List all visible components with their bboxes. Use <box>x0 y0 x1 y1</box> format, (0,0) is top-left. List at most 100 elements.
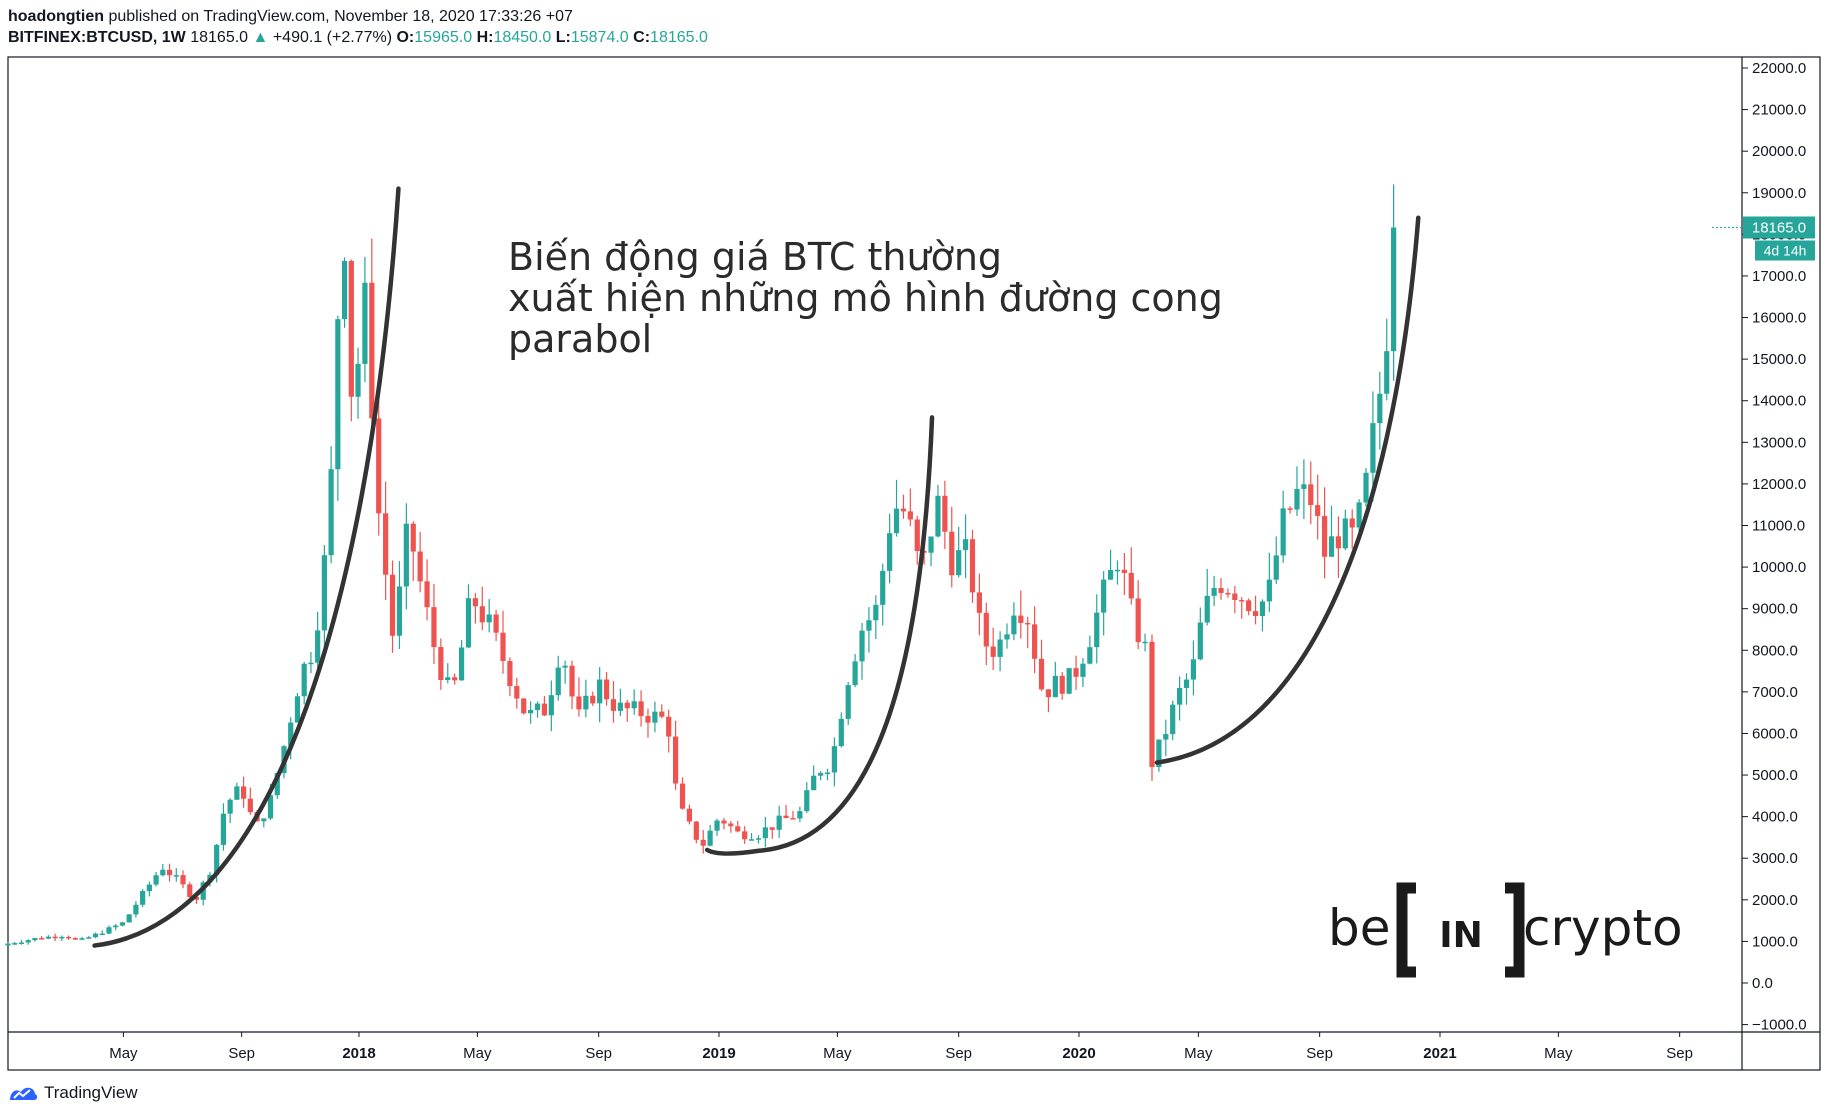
candle-body <box>465 598 472 648</box>
candle-body <box>126 914 132 923</box>
candle-body <box>376 418 382 514</box>
candle-body <box>1218 588 1224 593</box>
candle-body <box>1294 488 1300 510</box>
price-tag-box <box>1743 216 1815 239</box>
candle-body <box>1377 393 1383 424</box>
candle-body <box>479 606 485 623</box>
candle-body <box>983 612 989 647</box>
candle-body <box>1232 593 1238 601</box>
candle-body <box>227 799 233 814</box>
candle-body <box>666 716 672 737</box>
candle-body <box>1315 505 1321 516</box>
candle-body <box>1177 687 1183 705</box>
candle-body <box>1204 595 1210 623</box>
candle-body <box>976 592 982 613</box>
candle-body <box>133 904 139 915</box>
candle-body <box>383 513 389 575</box>
candle-body <box>804 790 810 812</box>
candle-body <box>452 677 458 681</box>
countdown-box <box>1755 240 1815 261</box>
chart-frame <box>7 56 1821 1071</box>
candle-body <box>288 722 294 747</box>
candle-body <box>956 550 962 576</box>
candle-body <box>247 798 253 813</box>
high-label: H: <box>476 29 494 46</box>
candle-body <box>969 539 976 593</box>
candle-body <box>762 827 768 839</box>
candle-body <box>590 695 596 704</box>
publisher-name[interactable]: hoadongtien <box>8 8 104 25</box>
watermark-brackets <box>1396 882 1525 978</box>
candle-body <box>873 604 879 621</box>
x-tick-label: Sep <box>945 1045 972 1062</box>
y-tick-label: 14000.0 <box>1752 393 1806 410</box>
parabola-curve-1 <box>92 186 401 948</box>
chart-header: hoadongtien published on TradingView.com… <box>8 6 1808 48</box>
watermark-text-mid: IN <box>1439 915 1483 956</box>
candle-body <box>1045 689 1052 698</box>
symbol-label[interactable]: BITFINEX:BTCUSD, 1W <box>8 29 186 46</box>
candle-body <box>1121 569 1127 573</box>
candle-body <box>928 536 934 553</box>
y-tick-label: 21000.0 <box>1752 102 1806 119</box>
candle-body <box>1004 634 1010 640</box>
candle-body <box>187 884 193 897</box>
x-tick-label: May <box>823 1045 852 1062</box>
candle-body <box>790 818 796 820</box>
candle-body <box>603 679 610 700</box>
candle-body <box>166 869 173 876</box>
candle-body <box>348 260 354 397</box>
candle-body <box>1349 518 1355 528</box>
y-tick-label: 7000.0 <box>1752 684 1798 701</box>
candle-body <box>555 667 561 696</box>
last-price-tag[interactable]: 18165.0 4d 14h <box>1712 216 1815 261</box>
candle-body <box>673 736 679 784</box>
parabola-curve-2 <box>704 415 935 856</box>
candle-body <box>1135 598 1141 643</box>
y-tick-label: 6000.0 <box>1752 725 1798 742</box>
price-axis[interactable]: −1000.0 0.0 1000.0 2000.0 3000.0 4000.0 5000.0… <box>1742 60 1807 1034</box>
change-up-icon: ▲ <box>252 29 269 46</box>
y-tick-label: 1000.0 <box>1752 933 1798 950</box>
candle-body <box>583 695 589 710</box>
candle-body <box>234 786 240 800</box>
candle-body <box>900 508 907 512</box>
candle-body <box>315 630 321 663</box>
published-text: published on TradingView.com, November 1… <box>108 8 573 25</box>
candle-body <box>528 709 534 714</box>
candle-body <box>1335 536 1341 549</box>
candle-body <box>1059 675 1065 694</box>
candle-body <box>521 698 527 714</box>
candle-body <box>783 815 789 819</box>
y-tick-label: 9000.0 <box>1752 601 1798 618</box>
tradingview-footer[interactable]: TradingView <box>8 1083 138 1103</box>
candle-body <box>308 662 314 665</box>
x-tick-label: May <box>109 1045 138 1062</box>
candle-body <box>59 936 65 939</box>
candle-body <box>1391 227 1397 352</box>
candle-body <box>25 940 31 943</box>
candle-body <box>261 818 267 822</box>
candle-body <box>328 469 334 556</box>
tradingview-logo-icon <box>10 1087 38 1100</box>
time-axis[interactable]: May Sep 2018 May Sep 2019 May Sep 2020 May Sep 2021… <box>109 1032 1693 1062</box>
low-value: 15874.0 <box>570 29 629 46</box>
candle-body <box>1142 641 1148 644</box>
close-label: C: <box>633 29 651 46</box>
candle-body <box>769 827 775 830</box>
candle-body <box>638 701 644 717</box>
watermark-text-right: crypto <box>1523 899 1683 957</box>
y-tick-label: 11000.0 <box>1752 518 1805 535</box>
x-tick-label: Sep <box>585 1045 612 1062</box>
candle-body <box>193 896 200 900</box>
candle-body <box>1342 518 1348 549</box>
candle-body <box>65 936 72 939</box>
candle-body <box>396 586 403 636</box>
candle-body <box>1370 423 1376 473</box>
candle-body <box>887 533 893 571</box>
candle-body <box>514 686 520 699</box>
watermark-logo: be IN crypto <box>1328 882 1683 978</box>
candle-body <box>1259 601 1266 616</box>
candle-body <box>990 646 996 657</box>
